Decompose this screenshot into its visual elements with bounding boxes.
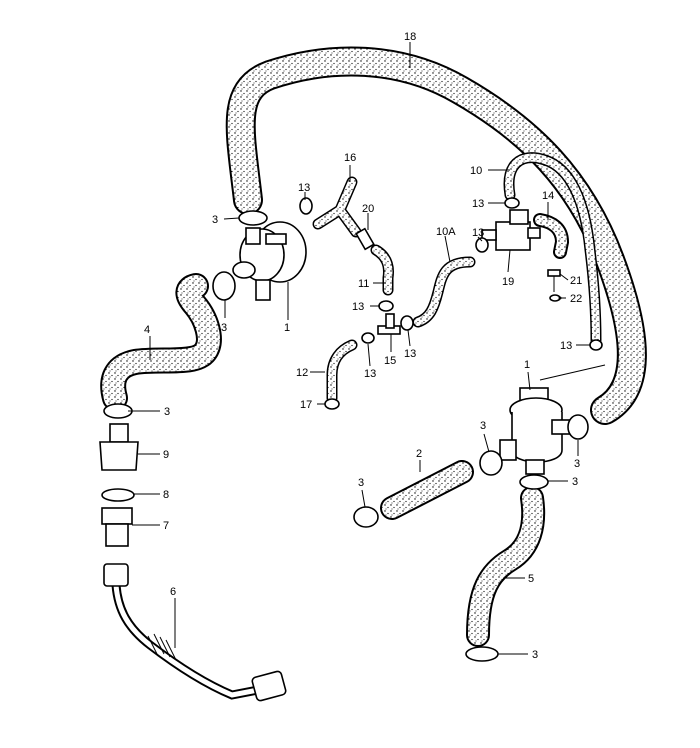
fitting-9 xyxy=(99,423,139,471)
callout-22: 22 xyxy=(570,293,582,305)
callout-2: 2 xyxy=(416,448,422,460)
callout-16: 16 xyxy=(344,152,356,164)
hose-12 xyxy=(326,339,358,404)
callout-8: 8 xyxy=(163,489,169,501)
callout-18: 18 xyxy=(404,31,416,43)
callout-labels: 18 16 10 13 13 14 20 10A 13 3 11 19 21 2… xyxy=(144,31,582,661)
callout-19: 19 xyxy=(502,276,514,288)
hose-10a xyxy=(412,256,476,328)
callout-3: 3 xyxy=(480,420,486,432)
callout-17: 17 xyxy=(300,399,312,411)
valve-1-left xyxy=(232,221,307,301)
callout-13: 13 xyxy=(364,368,376,380)
valve-1-right xyxy=(499,387,571,475)
hose-5 xyxy=(466,486,546,647)
connector-15 xyxy=(377,313,401,335)
callout-10: 10 xyxy=(470,165,482,177)
hose-18 xyxy=(225,46,647,425)
connector-16 xyxy=(312,176,362,238)
callout-21: 21 xyxy=(570,275,582,287)
callout-3: 3 xyxy=(532,649,538,661)
washer-8 xyxy=(101,488,135,502)
callout-5: 5 xyxy=(528,573,534,585)
callout-13: 13 xyxy=(472,198,484,210)
fitting-7 xyxy=(101,507,133,547)
callout-9: 9 xyxy=(163,449,169,461)
callout-13: 13 xyxy=(560,340,572,352)
nipple-20 xyxy=(355,227,375,251)
callout-1: 1 xyxy=(524,359,530,371)
callout-6: 6 xyxy=(170,586,176,598)
callout-3: 3 xyxy=(358,477,364,489)
leader-dots xyxy=(558,296,562,300)
leader-lines xyxy=(128,42,606,655)
callout-13: 13 xyxy=(404,348,416,360)
hose-14 xyxy=(533,213,570,259)
callout-3: 3 xyxy=(212,214,218,226)
callout-4: 4 xyxy=(144,324,150,336)
callout-7: 7 xyxy=(163,520,169,532)
callout-13: 13 xyxy=(472,227,484,239)
callout-13: 13 xyxy=(352,301,364,313)
clamps xyxy=(103,210,589,662)
callout-3: 3 xyxy=(164,406,170,418)
pipe-6 xyxy=(103,563,287,702)
callout-12: 12 xyxy=(296,367,308,379)
hose-2 xyxy=(380,460,474,520)
callout-10a: 10A xyxy=(436,226,456,238)
callout-20: 20 xyxy=(362,203,374,215)
hose-4 xyxy=(100,273,222,411)
bolt-21 xyxy=(547,269,561,292)
callout-15: 15 xyxy=(384,355,396,367)
hose-10 xyxy=(503,152,602,346)
callout-11: 11 xyxy=(358,278,369,290)
callout-13: 13 xyxy=(298,182,310,194)
valve-19 xyxy=(481,209,541,251)
callout-3: 3 xyxy=(572,476,578,488)
hose-11 xyxy=(370,244,394,296)
callout-1: 1 xyxy=(284,322,290,334)
callout-14: 14 xyxy=(542,190,554,202)
callout-3: 3 xyxy=(574,458,580,470)
callout-3: 3 xyxy=(221,322,227,334)
